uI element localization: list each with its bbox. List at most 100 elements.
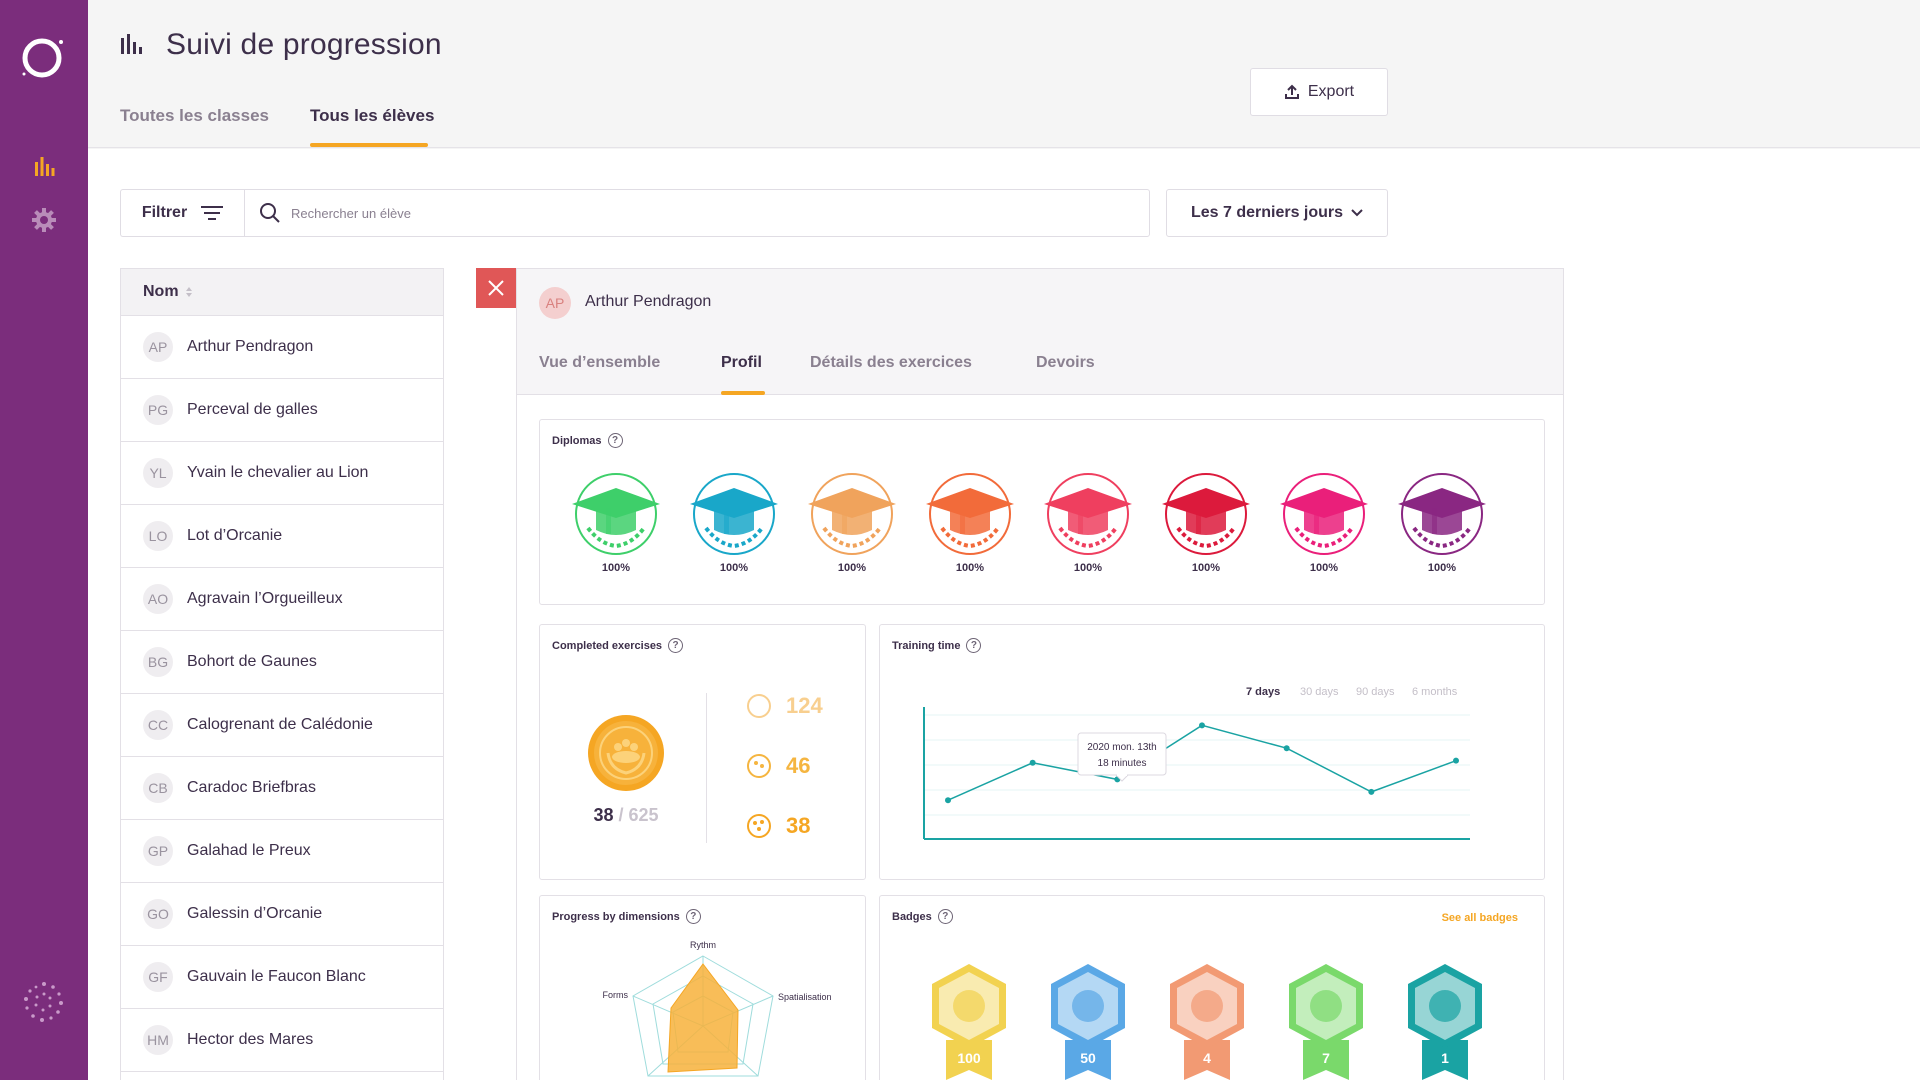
hexagon-badge-icon [1051, 964, 1125, 1080]
student-name: Calogrenant de Calédonie [187, 716, 373, 733]
diploma-item[interactable]: 100% [686, 470, 782, 574]
help-icon[interactable]: ? [937, 909, 953, 924]
gear-icon[interactable] [28, 204, 60, 236]
progress-chart-icon[interactable] [28, 150, 60, 182]
help-icon[interactable]: ? [685, 909, 701, 924]
students-list: Nom AP Arthur Pendragon PG Perceval de gall… [120, 268, 444, 1080]
search-icon [260, 203, 280, 223]
period-dropdown[interactable]: Les 7 derniers jours [1166, 189, 1388, 237]
chart-tooltip: 2020 mon. 13th 18 minutes [1077, 732, 1167, 782]
list-item[interactable]: YL Yvain le chevalier au Lion [121, 442, 443, 505]
active-tab-indicator [310, 143, 428, 147]
diploma-item[interactable]: 100% [1276, 470, 1372, 574]
export-button[interactable]: Export [1250, 68, 1388, 116]
range-tab[interactable]: 6 months [1412, 686, 1458, 698]
name-column-header[interactable]: Nom [121, 269, 443, 316]
student-name: Gauvain le Faucon Blanc [187, 968, 366, 985]
tooltip-date: 2020 mon. 13th [1087, 742, 1157, 753]
help-icon[interactable]: ? [607, 433, 623, 448]
list-item[interactable]: CC Calogrenant de Calédonie [121, 694, 443, 757]
data-point[interactable] [1368, 788, 1375, 795]
grid-badge[interactable]: 7 [1285, 962, 1367, 1080]
hexagon-badge-icon [1289, 964, 1363, 1080]
avatar: AP [539, 287, 571, 319]
tab-overview[interactable]: Vue d’ensemble [539, 354, 661, 371]
list-item[interactable]: HM Hector des Mares [121, 1009, 443, 1072]
sidebar [0, 0, 88, 1080]
diploma-percent: 100% [719, 562, 749, 574]
sun-badge[interactable]: 100 [928, 962, 1010, 1080]
list-item[interactable]: CB Caradoc Briefbras [121, 757, 443, 820]
exercise-count: 38 [786, 813, 811, 838]
range-tab[interactable]: 7 days [1246, 686, 1281, 698]
data-point[interactable] [1029, 759, 1036, 766]
period-label: Les 7 derniers jours [1190, 204, 1344, 221]
upload-icon [1284, 84, 1299, 99]
list-item[interactable]: LO Lot d’Orcanie [121, 505, 443, 568]
gold-medal-icon [586, 713, 666, 798]
diploma-percent: 100% [1309, 562, 1339, 574]
avatar: CB [143, 773, 173, 803]
data-point[interactable] [1283, 745, 1290, 752]
teal-dots-badge[interactable]: 1 [1404, 962, 1486, 1080]
avatar: CC [143, 710, 173, 740]
training-title: Training time ? [892, 638, 982, 653]
tooltip-value: 18 minutes [1098, 758, 1147, 769]
chevron-down-icon [1351, 209, 1363, 217]
hexagon-badge-icon [932, 964, 1006, 1080]
diploma-percent: 100% [955, 562, 985, 574]
help-icon[interactable]: ? [668, 638, 684, 653]
dots-badge[interactable]: 4 [1166, 962, 1248, 1080]
help-icon[interactable]: ? [966, 638, 982, 653]
see-all-badges-link[interactable]: See all badges [1441, 912, 1518, 924]
diploma-item[interactable]: 100% [922, 470, 1018, 574]
diploma-item[interactable]: 100% [1158, 470, 1254, 574]
empty-circle-icon [747, 694, 771, 718]
dimensions-title: Progress by dimensions ? [552, 909, 701, 924]
list-item[interactable]: GP Galahad le Preux [121, 820, 443, 883]
tab-all-classes[interactable]: Toutes les classes [120, 106, 269, 125]
diplomas-title: Diplomas ? [552, 433, 623, 448]
student-name: Perceval de galles [187, 401, 318, 418]
two-dots-circle-icon [747, 754, 771, 778]
molecule-badge[interactable]: 50 [1047, 962, 1129, 1080]
chart-grid [924, 714, 1470, 816]
list-item[interactable]: GO Galessin d’Orcanie [121, 883, 443, 946]
graduation-cap-icon [1044, 473, 1132, 555]
list-item[interactable]: BG Bohort de Gaunes [121, 631, 443, 694]
app-logo-icon[interactable] [16, 32, 68, 84]
diploma-item[interactable]: 100% [568, 470, 664, 574]
avatar: HM [143, 1025, 173, 1055]
badges-title-text: Badges [892, 910, 932, 923]
data-point[interactable] [1453, 757, 1459, 764]
student-name: Agravain l’Orgueilleux [187, 590, 343, 607]
graduation-cap-icon [572, 473, 660, 555]
student-name: Hector des Mares [187, 1031, 314, 1048]
search-box [244, 189, 1150, 237]
range-tab[interactable]: 30 days [1300, 686, 1339, 698]
data-point[interactable] [1199, 722, 1205, 729]
export-label: Export [1307, 83, 1355, 100]
diploma-item[interactable]: 100% [1040, 470, 1136, 574]
list-item[interactable]: PG Perceval de galles [121, 379, 443, 442]
diplomas-card: Diplomas ? 100% 100% 100% 100% 100% 100% 100% 1… [539, 419, 1545, 605]
exercises-max: / 625 [618, 805, 659, 825]
avatar: AP [143, 332, 173, 362]
badge-count: 50 [1080, 1050, 1096, 1066]
data-point[interactable] [945, 797, 951, 804]
tab-all-students[interactable]: Tous les élèves [310, 106, 435, 125]
diploma-item[interactable]: 100% [804, 470, 900, 574]
diploma-item[interactable]: 100% [1394, 470, 1490, 574]
list-item[interactable]: GF Gauvain le Faucon Blanc [121, 946, 443, 1009]
filter-button[interactable]: Filtrer [120, 189, 244, 237]
bar-chart-icon [118, 32, 144, 58]
tab-profile[interactable]: Profil [721, 354, 762, 371]
tab-homework[interactable]: Devoirs [1036, 354, 1095, 371]
list-item[interactable]: AO Agravain l’Orgueilleux [121, 568, 443, 631]
close-button[interactable] [476, 268, 516, 308]
range-tab[interactable]: 90 days [1356, 686, 1395, 698]
search-input[interactable] [291, 205, 1091, 221]
tab-exercise-details[interactable]: Détails des exercices [810, 354, 972, 371]
list-item[interactable]: AP Arthur Pendragon [121, 316, 443, 379]
name-column-label: Nom [143, 283, 179, 300]
